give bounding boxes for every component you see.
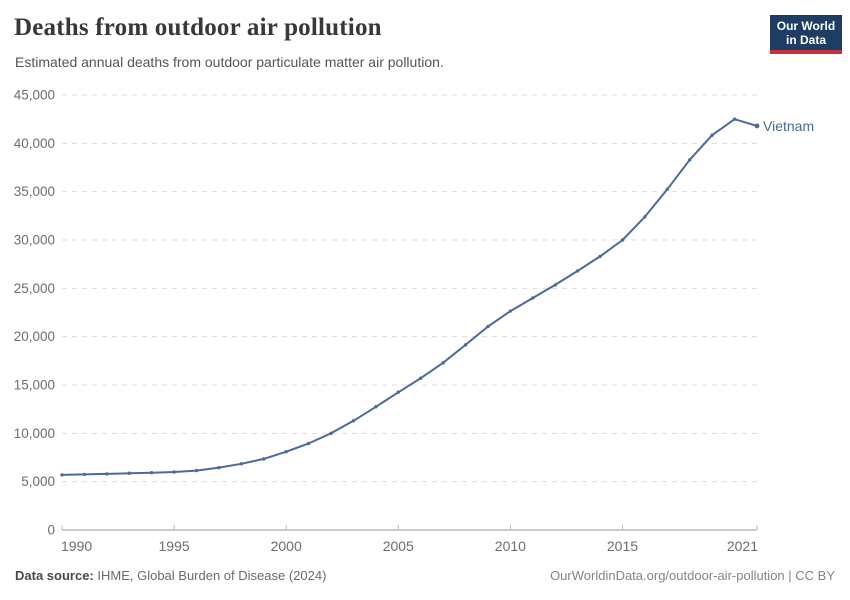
series-point [127,471,131,475]
series-point [329,431,333,436]
series-point [710,133,714,137]
x-tick-label: 2015 [607,538,638,554]
series-point [643,215,647,219]
series-point [172,470,176,474]
series-point [194,468,199,473]
series-point [262,457,266,461]
owid-logo-accent-bar [770,50,842,54]
y-tick-label: 45,000 [14,88,55,103]
owid-logo[interactable]: Our World in Data [770,15,842,54]
series-label-vietnam: Vietnam [763,118,814,134]
owid-url-license-link[interactable]: OurWorldinData.org/outdoor-air-pollution… [550,568,835,583]
owid-logo-text: Our World in Data [770,15,842,50]
series-point [486,324,490,329]
data-source-note: Data source: IHME, Global Burden of Dise… [15,568,326,583]
y-tick-label: 25,000 [14,281,55,296]
owid-logo-line1: Our World [776,19,836,33]
series-point [553,283,557,287]
series-point [82,472,87,477]
y-tick-label: 30,000 [14,233,55,248]
series-point [351,419,356,423]
series-point [149,470,154,475]
series-point [441,361,445,365]
owid-logo-line2: in Data [785,33,826,47]
series-point [754,123,760,129]
y-tick-label: 15,000 [14,378,55,393]
series-point [306,441,311,446]
x-tick-label: 1990 [61,538,92,554]
series-point [665,187,670,191]
y-tick-label: 35,000 [14,184,55,199]
series-point [374,405,378,409]
x-tick-label: 2010 [495,538,526,554]
series-point [732,117,737,121]
series-point [531,296,535,300]
x-tick-label: 2000 [271,538,302,554]
series-point [598,254,602,259]
series-point [508,309,513,313]
series-point [105,472,109,476]
y-tick-label: 40,000 [14,136,55,151]
series-point [620,238,625,242]
y-tick-label: 20,000 [14,329,55,344]
y-tick-label: 0 [47,523,55,538]
series-line-vietnam [61,118,758,476]
x-tick-label: 2005 [383,538,414,554]
series-point [60,473,64,477]
series-point [575,269,580,273]
data-source-text: IHME, Global Burden of Disease (2024) [93,568,327,583]
series-point [688,158,692,162]
series-point [419,376,423,380]
y-tick-label: 5,000 [21,474,55,489]
y-tick-label: 10,000 [14,426,55,441]
series-point [284,450,288,454]
page-title: Deaths from outdoor air pollution [14,14,382,41]
series-point [239,462,244,466]
chart-subtitle: Estimated annual deaths from outdoor par… [15,54,444,70]
series-point [217,465,221,470]
x-tick-label: 2021 [727,538,758,554]
x-tick-label: 1995 [159,538,190,554]
data-source-label: Data source: [15,568,94,583]
series-point [463,343,468,347]
chart-footer: Data source: IHME, Global Burden of Dise… [15,568,835,583]
series-point [396,390,400,394]
